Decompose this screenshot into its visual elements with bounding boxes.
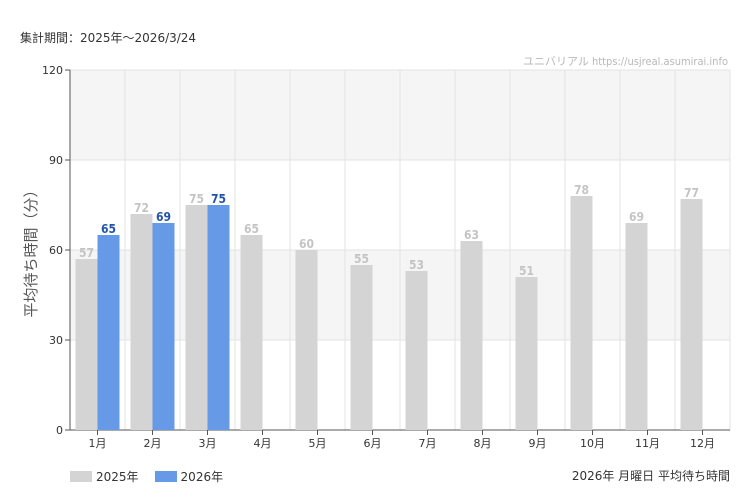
legend-label-2026: 2026年 [180,470,224,484]
bar-2026-2 [152,223,175,430]
data-label-2025-6: 55 [354,252,369,266]
x-tick-label: 12月 [690,437,715,450]
y-tick-label: 0 [56,424,63,437]
legend-swatch-2026 [154,471,177,482]
watermark-text: ユニバリアル https://usjreal.asumirai.info [522,55,728,68]
x-tick-label: 5月 [309,437,327,450]
bar-2025-7 [405,271,428,430]
bar-2026-1 [97,235,120,430]
x-tick-label: 11月 [635,437,660,450]
data-label-2025-11: 69 [629,210,644,224]
bar-2026-3 [207,205,230,430]
bar-2025-12 [680,199,703,430]
legend-swatch-2025 [70,471,92,482]
y-tick-label: 30 [49,334,63,347]
data-label-2025-5: 60 [299,237,314,251]
data-label-2025-12: 77 [684,186,699,200]
x-tick-label: 10月 [580,437,605,450]
bar-2025-3 [185,205,208,430]
bar-2025-4 [240,235,263,430]
bar-2025-6 [350,265,373,430]
bar-2025-11 [625,223,648,430]
legend-item-2026[interactable]: 2026年 [154,468,224,485]
period-label: 集計期間：2025年～2026/3/24 [20,31,197,45]
x-tick-label: 1月 [89,437,107,450]
legend-item-2025[interactable]: 2025年 [70,468,139,485]
data-label-2026-3: 75 [211,192,226,206]
y-axis-title: 平均待ち時間（分） [22,182,40,317]
data-label-2025-8: 63 [464,228,479,242]
y-tick-label: 90 [49,154,63,167]
y-tick-label: 120 [42,64,63,77]
chart-subtitle: 2026年 月曜日 平均待ち時間 [571,469,730,483]
bar-2025-9 [515,277,538,430]
bar-2025-10 [570,196,593,430]
bar-2025-5 [295,250,318,430]
x-tick-label: 9月 [529,437,547,450]
x-tick-label: 3月 [199,437,217,450]
data-label-2025-7: 53 [409,258,424,272]
data-label-2025-9: 51 [519,264,534,278]
data-label-2025-1: 57 [79,246,94,260]
bar-2025-2 [130,214,153,430]
x-tick-label: 7月 [419,437,437,450]
legend-label-2025: 2025年 [96,470,139,484]
bar-2025-1 [75,259,98,430]
x-tick-label: 8月 [474,437,492,450]
data-label-2026-1: 65 [101,222,116,236]
data-label-2025-4: 65 [244,222,259,236]
data-label-2026-2: 69 [156,210,171,224]
data-label-2025-3: 75 [189,192,204,206]
data-label-2025-2: 72 [134,201,149,215]
x-tick-label: 6月 [364,437,382,450]
x-tick-label: 2月 [144,437,162,450]
data-label-2025-10: 78 [574,183,589,197]
x-tick-label: 4月 [254,437,272,450]
y-tick-label: 60 [49,244,63,257]
bar-2025-8 [460,241,483,430]
legend: 2025年 2026年 [70,468,223,485]
